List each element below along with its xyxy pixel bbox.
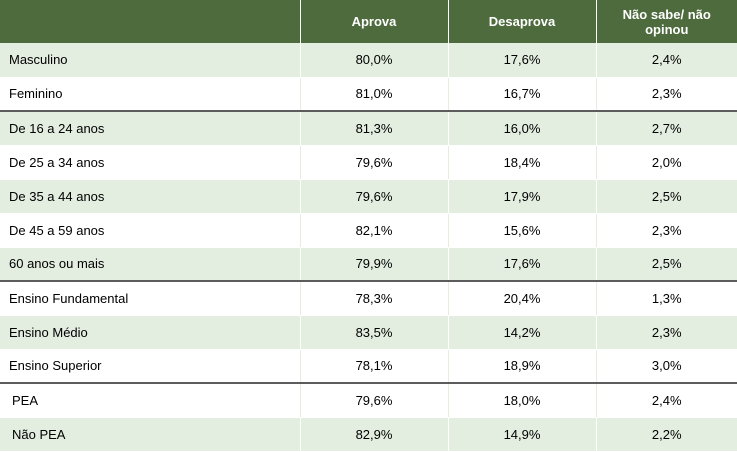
cell-desaprova: 20,4% <box>447 280 596 316</box>
row-label: PEA <box>0 382 300 418</box>
table-row: Masculino 80,0% 17,6% 2,4% <box>0 43 737 78</box>
cell-aprova: 80,0% <box>299 43 448 78</box>
table-row: 60 anos ou mais 79,9% 17,6% 2,5% <box>0 247 737 282</box>
row-label: De 35 a 44 anos <box>0 179 300 214</box>
row-label: Ensino Fundamental <box>0 280 300 316</box>
cell-aprova: 81,3% <box>299 110 448 146</box>
cell-desaprova: 18,4% <box>447 145 596 180</box>
cell-aprova: 78,1% <box>299 349 448 384</box>
cell-nao-sabe: 2,0% <box>595 145 737 180</box>
cell-aprova: 78,3% <box>299 280 448 316</box>
table-row: PEA 79,6% 18,0% 2,4% <box>0 382 737 418</box>
header-aprova: Aprova <box>299 0 448 43</box>
table-row: De 25 a 34 anos 79,6% 18,4% 2,0% <box>0 145 737 180</box>
table-row: De 16 a 24 anos 81,3% 16,0% 2,7% <box>0 110 737 146</box>
cell-desaprova: 15,6% <box>447 213 596 248</box>
cell-desaprova: 14,2% <box>447 315 596 350</box>
table-row: Ensino Fundamental 78,3% 20,4% 1,3% <box>0 280 737 316</box>
cell-nao-sabe: 2,4% <box>595 382 737 418</box>
row-label: De 16 a 24 anos <box>0 110 300 146</box>
cell-nao-sabe: 2,3% <box>595 213 737 248</box>
cell-nao-sabe: 2,7% <box>595 110 737 146</box>
header-row: Aprova Desaprova Não sabe/ não opinou <box>0 0 737 43</box>
cell-aprova: 79,9% <box>299 247 448 282</box>
cell-aprova: 82,1% <box>299 213 448 248</box>
cell-desaprova: 17,6% <box>447 43 596 78</box>
header-corner <box>0 0 300 43</box>
cell-aprova: 79,6% <box>299 382 448 418</box>
cell-desaprova: 16,0% <box>447 110 596 146</box>
cell-nao-sabe: 3,0% <box>595 349 737 384</box>
cell-nao-sabe: 2,5% <box>595 247 737 282</box>
table-row: De 35 a 44 anos 79,6% 17,9% 2,5% <box>0 179 737 214</box>
row-label: Ensino Superior <box>0 349 300 384</box>
cell-desaprova: 18,9% <box>447 349 596 384</box>
row-label: De 45 a 59 anos <box>0 213 300 248</box>
cell-aprova: 79,6% <box>299 145 448 180</box>
cell-desaprova: 17,9% <box>447 179 596 214</box>
cell-nao-sabe: 1,3% <box>595 280 737 316</box>
cell-nao-sabe: 2,3% <box>595 77 737 112</box>
table-row: Ensino Médio 83,5% 14,2% 2,3% <box>0 315 737 350</box>
table-row: Feminino 81,0% 16,7% 2,3% <box>0 77 737 112</box>
cell-aprova: 81,0% <box>299 77 448 112</box>
cell-desaprova: 16,7% <box>447 77 596 112</box>
cell-aprova: 83,5% <box>299 315 448 350</box>
cell-nao-sabe: 2,4% <box>595 43 737 78</box>
table-row: Ensino Superior 78,1% 18,9% 3,0% <box>0 349 737 384</box>
row-label: Feminino <box>0 77 300 112</box>
cell-aprova: 79,6% <box>299 179 448 214</box>
row-label: 60 anos ou mais <box>0 247 300 282</box>
header-nao-sabe: Não sabe/ não opinou <box>595 0 737 43</box>
cell-nao-sabe: 2,5% <box>595 179 737 214</box>
row-label: Masculino <box>0 43 300 78</box>
row-label: De 25 a 34 anos <box>0 145 300 180</box>
cell-nao-sabe: 2,3% <box>595 315 737 350</box>
cell-desaprova: 17,6% <box>447 247 596 282</box>
cell-desaprova: 18,0% <box>447 382 596 418</box>
table-row: De 45 a 59 anos 82,1% 15,6% 2,3% <box>0 213 737 248</box>
row-label: Ensino Médio <box>0 315 300 350</box>
header-desaprova: Desaprova <box>447 0 596 43</box>
